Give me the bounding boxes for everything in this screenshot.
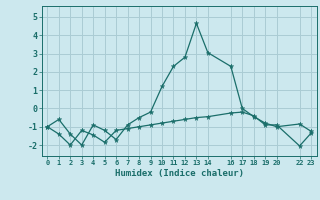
X-axis label: Humidex (Indice chaleur): Humidex (Indice chaleur) [115, 169, 244, 178]
